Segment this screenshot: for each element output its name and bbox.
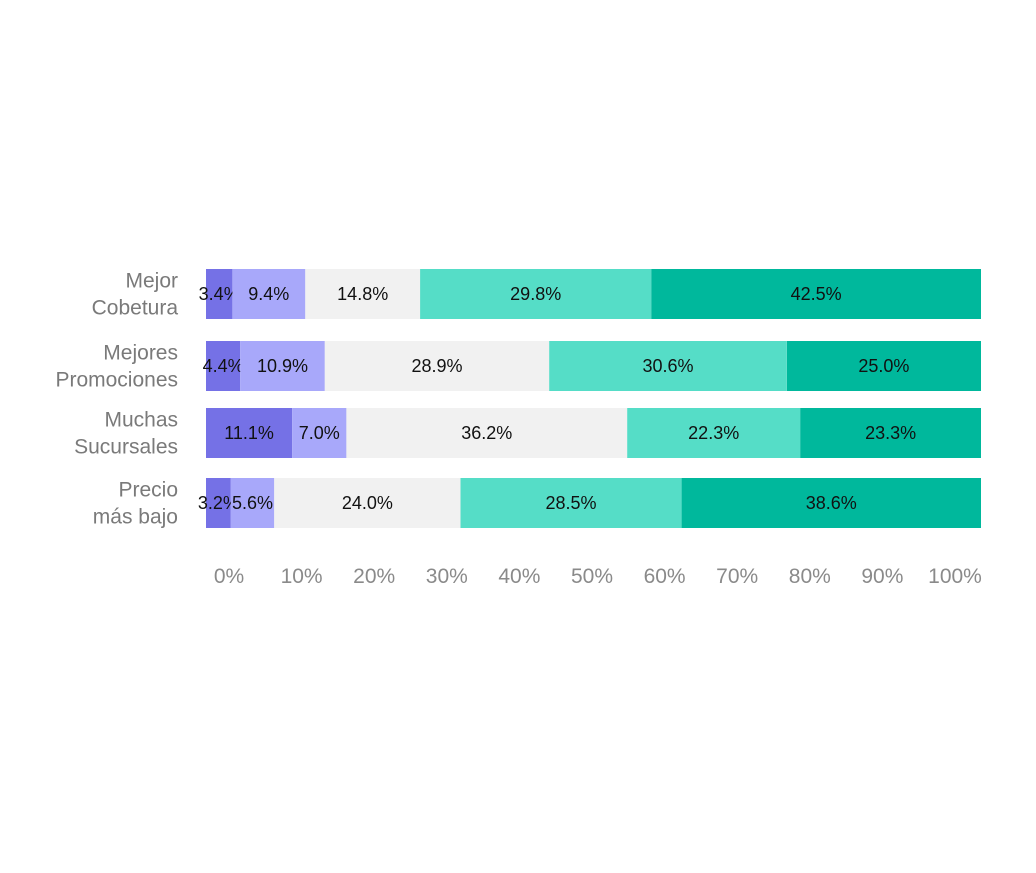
bar-segment <box>206 269 233 319</box>
bar-segment <box>206 408 293 458</box>
data-label: 5.6% <box>232 493 273 513</box>
category-label: Sucursales <box>74 436 178 459</box>
category-label: Mejores <box>103 342 178 365</box>
bar-segment <box>232 269 306 319</box>
category-label: Cobetura <box>92 297 179 320</box>
bar-segment <box>206 478 231 528</box>
data-label: 7.0% <box>299 423 340 443</box>
bar-segment <box>420 269 652 319</box>
x-tick-label: 70% <box>716 565 758 588</box>
data-label: 30.6% <box>642 356 693 376</box>
data-label: 4.4% <box>203 356 244 376</box>
data-label: 3.2% <box>198 493 239 513</box>
data-label: 28.5% <box>545 493 596 513</box>
category-label: Precio <box>118 479 178 502</box>
bar-segment <box>346 408 628 458</box>
bar-segment <box>800 408 981 458</box>
data-label: 29.8% <box>510 284 561 304</box>
data-label: 24.0% <box>342 493 393 513</box>
bar-segment <box>324 341 550 391</box>
x-tick-label: 50% <box>571 565 613 588</box>
x-tick-label: 100% <box>928 565 982 588</box>
data-label: 38.6% <box>806 493 857 513</box>
data-label: 36.2% <box>461 423 512 443</box>
x-tick-label: 40% <box>498 565 540 588</box>
bar-segment <box>786 341 981 391</box>
bar-segment <box>460 478 682 528</box>
data-label: 42.5% <box>791 284 842 304</box>
x-axis-ticks: 0% 10% 20% 30% 40% 50% 60% 70% 80% 90% 100% <box>214 565 982 588</box>
data-label: 25.0% <box>858 356 909 376</box>
data-label: 11.1% <box>224 423 274 443</box>
bar-segment <box>230 478 275 528</box>
category-label: Promociones <box>55 369 178 392</box>
category-labels: Mejor Cobetura Mejores Promociones Muchas Suc… <box>55 270 178 529</box>
x-tick-label: 80% <box>789 565 831 588</box>
x-tick-label: 10% <box>281 565 323 588</box>
category-label: más bajo <box>93 506 178 529</box>
bar-segment <box>681 478 981 528</box>
x-tick-label: 90% <box>861 565 903 588</box>
bar-segment <box>240 341 325 391</box>
bar-segment <box>651 269 981 319</box>
bar-segment <box>627 408 801 458</box>
x-tick-label: 30% <box>426 565 468 588</box>
bar-segment <box>206 341 241 391</box>
x-tick-label: 20% <box>353 565 395 588</box>
bars-group: 3.4% 9.4% 14.8% 29.8% 42.5% 4.4% 10.9% 28.9% 30.… <box>198 269 981 528</box>
data-label: 10.9% <box>257 356 308 376</box>
data-label: 22.3% <box>688 423 739 443</box>
data-label: 28.9% <box>411 356 462 376</box>
bar-segment <box>305 269 421 319</box>
bar-segment <box>292 408 347 458</box>
x-tick-label: 0% <box>214 565 244 588</box>
data-label: 14.8% <box>337 284 388 304</box>
data-label: 23.3% <box>865 423 916 443</box>
x-tick-label: 60% <box>644 565 686 588</box>
bar-segment <box>274 478 461 528</box>
data-label: 9.4% <box>248 284 289 304</box>
category-label: Muchas <box>104 409 178 432</box>
category-label: Mejor <box>125 270 178 293</box>
data-label: 3.4% <box>199 284 240 304</box>
bar-segment <box>549 341 787 391</box>
